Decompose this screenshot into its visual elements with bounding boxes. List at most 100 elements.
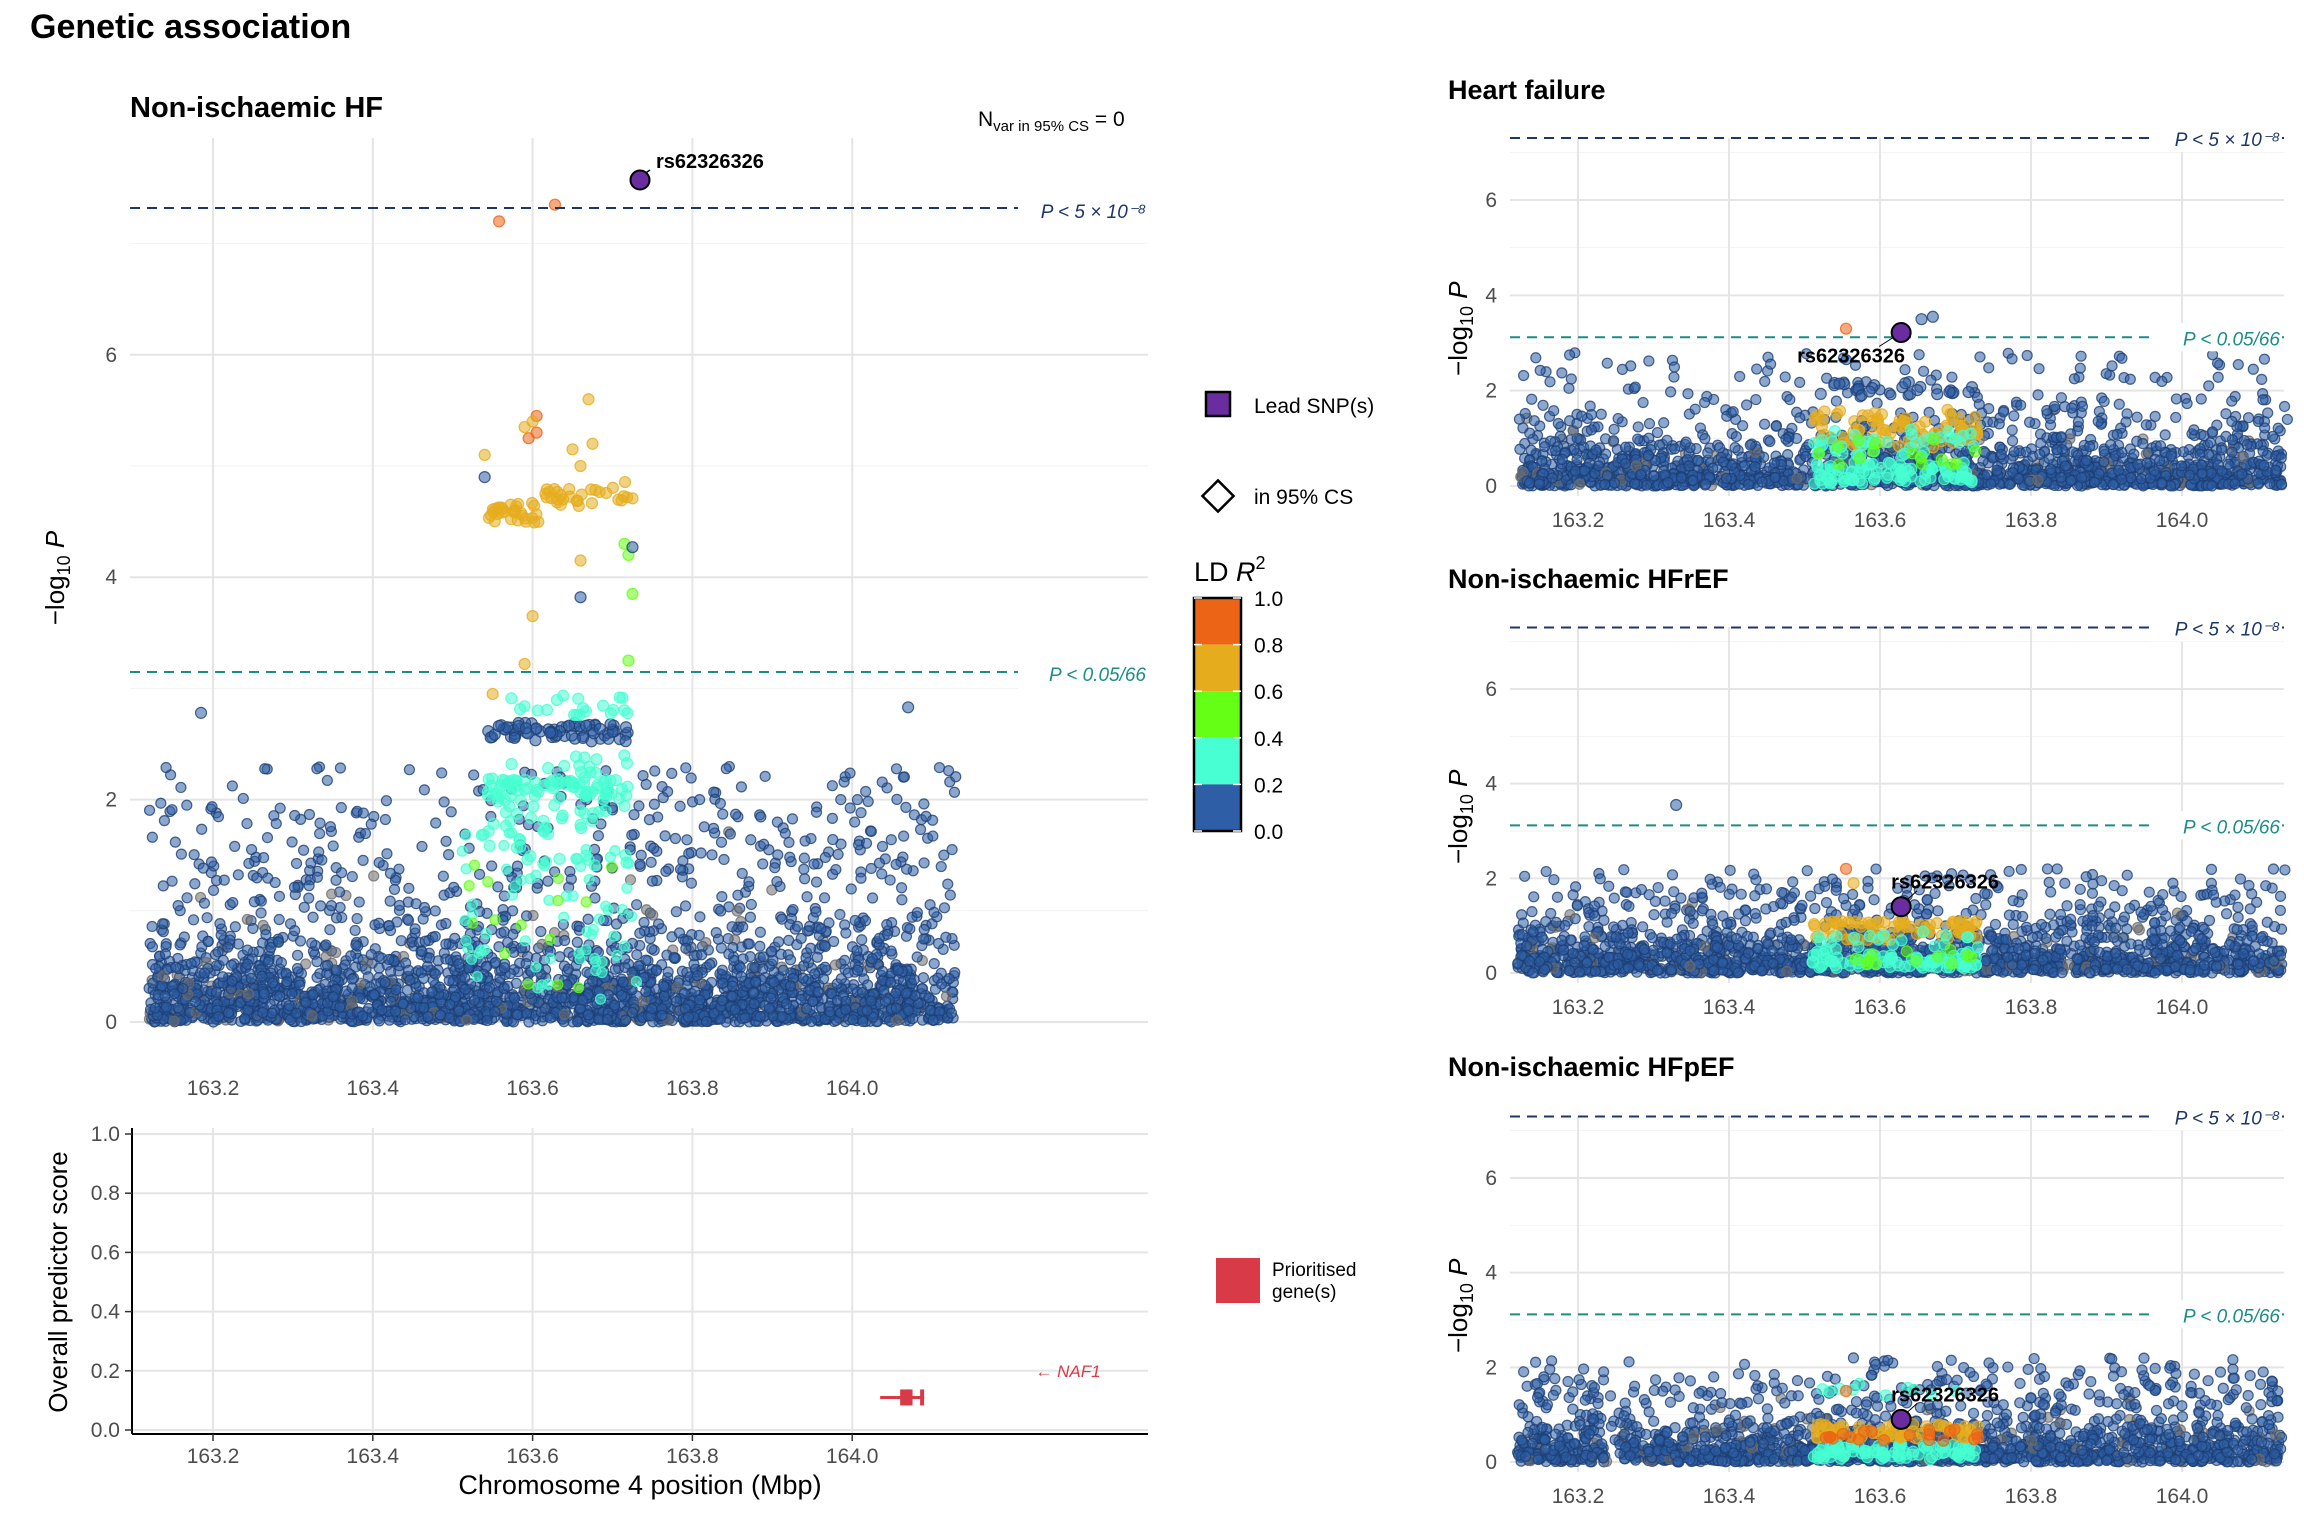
snp-point — [349, 924, 361, 937]
snp-point — [511, 1009, 523, 1021]
snp-point — [417, 972, 430, 985]
snp-point — [791, 920, 804, 932]
x-tick-label: 163.6 — [506, 1445, 559, 1468]
snp-point — [582, 1009, 594, 1021]
snp-point — [379, 976, 391, 989]
snp-point — [592, 830, 604, 842]
snp-point — [634, 858, 646, 870]
snp-point — [618, 799, 631, 813]
snp-point — [765, 992, 777, 1004]
snp-point — [1595, 408, 1607, 420]
snp-point — [723, 948, 735, 960]
snp-point — [640, 986, 652, 998]
snp-point — [468, 994, 480, 1006]
snp-point — [685, 877, 698, 889]
snp-point — [438, 796, 450, 808]
snp-point — [225, 959, 238, 971]
snp-point — [270, 817, 282, 830]
snp-point — [626, 587, 639, 600]
snp-point — [658, 980, 670, 992]
snp-point — [895, 882, 908, 894]
snp-point — [571, 936, 583, 948]
snp-point — [1983, 403, 1995, 415]
snp-point — [289, 925, 301, 937]
snp-point — [759, 770, 771, 782]
snp-point — [2008, 410, 2020, 422]
main-lead-snp — [629, 169, 651, 191]
snp-point — [808, 858, 820, 870]
snp-point — [860, 785, 872, 798]
snp-point — [718, 853, 730, 866]
ld-color-segment — [1194, 644, 1241, 692]
snp-point — [640, 954, 652, 966]
snp-point — [668, 951, 680, 964]
snp-point — [927, 830, 939, 842]
snp-point — [1692, 454, 1704, 467]
snp-point — [368, 870, 380, 882]
snp-point — [891, 1014, 903, 1027]
snp-point — [543, 485, 556, 498]
snp-point — [388, 883, 401, 896]
snp-point — [187, 914, 200, 926]
snp-point — [810, 876, 823, 888]
snp-point — [805, 942, 817, 954]
snp-point — [218, 874, 230, 886]
snp-point — [259, 763, 271, 775]
snp-point — [602, 904, 614, 916]
snp-point — [168, 1015, 180, 1027]
snp-point — [490, 995, 502, 1008]
main-panel: Non-ischaemic HF Nvar in 95% CS = 0 P < … — [40, 92, 1150, 1100]
snp-point — [590, 965, 602, 977]
ld-color-segment — [1194, 737, 1241, 785]
snp-point — [582, 913, 594, 925]
snp-point — [911, 951, 923, 963]
snp-point — [819, 851, 831, 864]
snp-point — [677, 855, 689, 867]
x-tick-label: 163.2 — [187, 1077, 240, 1100]
snp-point — [149, 1002, 161, 1014]
snp-point — [865, 825, 877, 837]
snp-point — [166, 875, 178, 887]
snp-point — [2003, 478, 2016, 491]
snp-point — [670, 906, 682, 918]
predictor-y-ticks: 0.00.20.40.60.81.0 — [91, 1123, 132, 1442]
snp-point — [904, 923, 916, 935]
y-tick-label: 4 — [105, 566, 117, 589]
snp-point — [660, 865, 672, 877]
snp-point — [175, 848, 187, 860]
snp-point — [159, 990, 171, 1002]
snp-point — [2220, 430, 2232, 443]
snp-point — [418, 901, 431, 914]
snp-point — [928, 958, 940, 970]
ld-tick-label: 0.4 — [1254, 728, 1284, 751]
x-tick-label: 163.8 — [666, 1445, 719, 1468]
snp-point — [876, 965, 889, 978]
snp-point — [856, 934, 868, 946]
snp-point — [840, 1004, 852, 1016]
snp-point — [715, 905, 727, 917]
snp-point — [2035, 437, 2047, 449]
x-tick-label: 163.2 — [187, 1445, 240, 1468]
y-tick-label: 0 — [105, 1011, 117, 1034]
snp-point — [900, 801, 912, 813]
y-tick-label: 0.0 — [91, 1419, 120, 1442]
snp-point — [478, 471, 491, 484]
snp-point — [681, 834, 693, 846]
snp-point — [1573, 478, 1586, 490]
gene-naf1-label: ← NAF1 — [1035, 1362, 1100, 1381]
snp-point — [608, 999, 621, 1011]
snp-point — [397, 998, 409, 1010]
snp-point — [581, 926, 593, 938]
snp-point — [2008, 446, 2020, 458]
snp-point — [1675, 472, 1688, 484]
snp-point — [579, 705, 592, 718]
snp-point — [885, 945, 897, 957]
snp-point — [572, 1016, 584, 1028]
snp-point — [780, 998, 793, 1010]
snp-point — [275, 956, 287, 969]
snp-point — [403, 882, 415, 894]
snp-point — [267, 977, 279, 989]
snp-point — [616, 691, 629, 704]
snp-point — [486, 860, 498, 872]
snp-point — [818, 939, 830, 952]
